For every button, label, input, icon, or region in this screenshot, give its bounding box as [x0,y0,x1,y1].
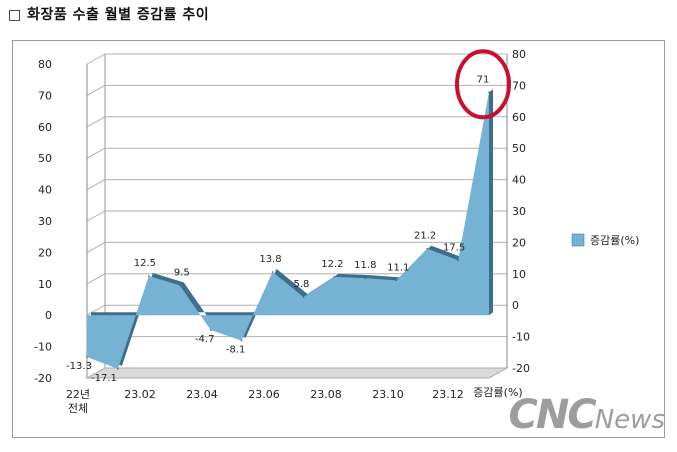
chart-floor [85,367,509,379]
y-tick-label-left: 30 [38,215,52,228]
data-label: 13.8 [259,254,281,265]
x-tick-label: 23.02 [124,388,156,401]
data-point [148,275,150,277]
page-title: □ 화장품 수출 월별 증감률 추이 [8,7,210,23]
x-tick-label: 23.10 [372,388,404,401]
data-point [117,368,119,370]
data-point [178,284,181,287]
data-label: -4.7 [195,334,215,345]
y-tick-label-right: 70 [512,79,526,92]
y-tick-label-right: 40 [512,174,526,187]
y-tick-label-right: 20 [512,236,526,249]
data-point [395,279,398,282]
y-tick-label-right: 10 [512,268,526,281]
data-label: 12.5 [134,258,156,269]
y-tick-label-left: 70 [38,89,52,102]
data-label: -13.3 [66,361,92,372]
gridline-side [86,116,106,128]
data-point [488,91,490,94]
gridline-side [86,53,106,65]
gridline-side [86,241,106,253]
legend-swatch [571,233,585,247]
data-label: -8.1 [226,345,246,356]
watermark-brand: CNC [508,392,597,438]
y-tick-label-right: 0 [512,299,519,312]
watermark-suffix: News [594,405,665,435]
data-label: 11.8 [354,260,376,271]
x-tick-label: 증감률(%) [473,386,522,399]
y-tick-label-left: -10 [34,341,52,354]
x-tick-label: 22년 [66,388,90,401]
data-label: 12.2 [321,259,343,270]
data-point [209,329,212,331]
y-tick-label-right: -20 [512,362,530,375]
y-tick-label-right: 60 [512,111,526,124]
x-tick-label: 23.04 [186,388,218,401]
data-label: 11.1 [387,262,409,273]
x-tick-label: 23.12 [432,388,464,401]
y-tick-label-left: 20 [38,246,52,259]
data-label: 9.5 [174,267,190,278]
data-label: 71 [477,74,490,85]
data-point [302,296,305,298]
data-label: 5.8 [294,279,310,290]
area-depth [91,89,493,366]
gridline-side [86,210,106,222]
x-tick-label: 23.08 [310,388,342,401]
data-label: 21.2 [414,231,436,242]
y-tick-label-left: 60 [38,121,52,134]
data-point [426,247,428,250]
data-point [271,271,274,273]
gridline-side [86,304,106,316]
y-tick-label-left: 40 [38,184,52,197]
x-tick-label: 23.06 [248,388,280,401]
area-series [87,92,489,369]
gridline-side [86,147,106,159]
y-tick-label-left: 10 [38,278,52,291]
gridline-side [86,84,106,96]
gridline-side [86,179,106,191]
data-point [333,276,336,278]
data-point [240,339,243,342]
highlight-circle [455,49,511,120]
y-tick-label-right: 30 [512,205,526,218]
data-label: -17.1 [91,373,117,384]
y-tick-label-left: 0 [45,309,52,322]
y-tick-label-right: -10 [512,331,530,344]
data-point [364,277,367,279]
data-point [457,259,459,262]
y-tick-label-left: 80 [38,58,52,71]
y-tick-label-left: 50 [38,152,52,165]
watermark-logo: CNCNews [509,392,665,438]
data-label: 17.5 [443,242,465,253]
gridline-side [86,273,106,285]
y-tick-label-right: 80 [512,48,526,61]
area-side [489,89,493,316]
y-tick-label-right: 50 [512,142,526,155]
x-tick-label: 전체 [68,402,88,415]
y-tick-label-left: -20 [34,372,52,385]
legend-label: 증감률(%) [590,234,639,247]
data-point [86,356,88,358]
